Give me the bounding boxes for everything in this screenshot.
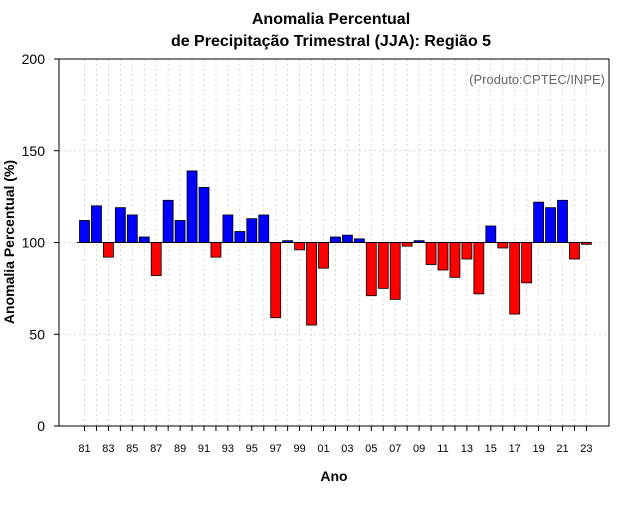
bar-2010: [425, 242, 437, 265]
bar-1985: [126, 214, 138, 243]
y-tick-label: 200: [22, 51, 46, 67]
bar-2006: [377, 242, 389, 289]
chart-subtitle: de Precipitação Trimestral (JJA): Região…: [171, 33, 491, 50]
x-tick-label: 11: [437, 443, 448, 455]
chart-title: Anomalia Percentual: [252, 11, 410, 28]
bar-2015: [485, 225, 497, 243]
x-tick-label: 19: [532, 443, 544, 455]
x-tick-label: 99: [293, 443, 305, 455]
bar-1993: [222, 214, 234, 243]
x-tick-label: 13: [461, 443, 473, 455]
bar-2008: [401, 242, 413, 247]
bar-2017: [509, 242, 521, 315]
bar-1999: [294, 242, 306, 251]
bar-2021: [557, 199, 568, 243]
bar-2011: [437, 242, 449, 271]
bar-1988: [162, 199, 174, 243]
bar-2003: [341, 234, 353, 243]
bar-1990: [186, 170, 198, 243]
x-tick-label: 85: [126, 443, 138, 455]
bar-1994: [234, 231, 246, 243]
bar-2005: [365, 242, 377, 297]
bar-2014: [473, 242, 485, 295]
x-tick-label: 91: [198, 443, 210, 455]
x-tick-label: 87: [150, 443, 162, 455]
x-tick-label: 93: [222, 443, 234, 455]
x-tick-label: 95: [246, 443, 258, 455]
x-axis-label: Ano: [320, 468, 347, 484]
bar-2004: [353, 238, 365, 243]
source-annotation: (Produto:CPTEC/INPE): [469, 72, 605, 87]
x-tick-label: 83: [102, 443, 114, 455]
x-tick-label: 15: [485, 443, 497, 455]
x-tick-label: 09: [413, 443, 425, 455]
x-tick-label: 05: [365, 443, 377, 455]
bar-2000: [306, 242, 317, 326]
axes-layer: 0 50 100 150 200 81 83 85 87 89 91 93 95 97 99 01 03 05 07…: [22, 51, 610, 455]
y-tick-label: 150: [22, 143, 46, 159]
bar-2020: [545, 207, 556, 243]
bar-2013: [461, 242, 473, 260]
bar-2002: [330, 236, 341, 243]
bar-1982: [91, 205, 102, 243]
bar-2012: [449, 242, 461, 278]
x-tick-label: 01: [317, 443, 329, 455]
bar-1984: [114, 207, 126, 243]
bar-2022: [569, 242, 580, 260]
bar-1996: [258, 214, 270, 243]
x-tick-label: 23: [580, 443, 592, 455]
y-tick-label: 0: [37, 418, 45, 434]
bar-2016: [497, 242, 509, 249]
bars-layer: [79, 170, 592, 326]
bar-1991: [198, 187, 210, 243]
x-tick-label: 07: [389, 443, 401, 455]
bar-2019: [533, 201, 544, 243]
x-tick-label: 03: [341, 443, 353, 455]
x-tick-label: 17: [509, 443, 521, 455]
x-tick-label: 97: [270, 443, 282, 455]
bar-1981: [79, 220, 90, 243]
bar-1997: [270, 242, 282, 319]
bar-1987: [150, 242, 162, 276]
y-axis-label: Anomalia Percentual (%): [1, 160, 17, 324]
bar-2001: [318, 242, 329, 269]
bar-1986: [138, 236, 150, 243]
x-tick-label: 89: [174, 443, 186, 455]
x-tick-label: 21: [556, 443, 568, 455]
bar-1992: [210, 242, 222, 258]
bar-1989: [174, 220, 186, 243]
grid-layer: [59, 58, 609, 427]
bar-1983: [103, 242, 114, 258]
y-tick-label: 100: [22, 235, 46, 251]
y-tick-label: 50: [29, 326, 45, 342]
bar-2007: [389, 242, 401, 300]
bar-2018: [521, 242, 533, 284]
bar-1995: [246, 218, 258, 243]
x-tick-label: 81: [78, 443, 90, 455]
